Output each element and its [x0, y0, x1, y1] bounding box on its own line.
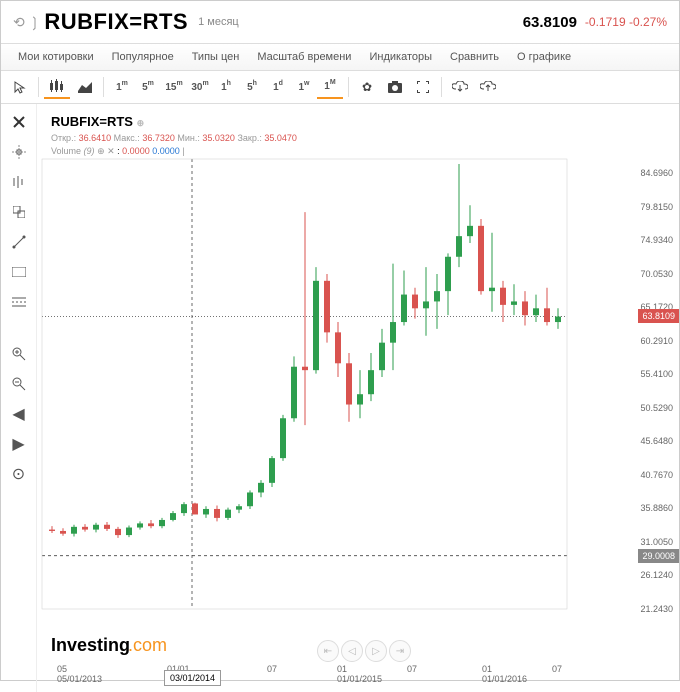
y-axis-label: 84.6960 — [640, 168, 673, 178]
current-price-tag: 63.8109 — [638, 309, 679, 323]
cloud-upload-icon[interactable] — [475, 75, 501, 99]
rect-tool[interactable] — [9, 262, 29, 282]
x-axis-label: 07 — [552, 664, 562, 674]
tab-item[interactable]: Популярное — [103, 44, 183, 70]
tab-item[interactable]: Мои котировки — [9, 44, 103, 70]
nav-next[interactable]: ▷ — [365, 640, 387, 662]
area-type[interactable] — [72, 75, 98, 99]
crosshair-tool[interactable] — [9, 142, 29, 162]
x-axis-label: 07 — [267, 664, 277, 674]
x-axis-label: 07 — [407, 664, 417, 674]
base-price-tag: 29.0008 — [638, 549, 679, 563]
investing-logo: Investing.com — [51, 635, 167, 656]
nav-buttons: ⇤ ◁ ▷ ⇥ — [317, 640, 411, 662]
period-label: 1 месяц — [198, 16, 239, 28]
y-axis-label: 31.0050 — [640, 537, 673, 547]
settings-icon[interactable]: ✿ — [354, 75, 380, 99]
refresh-icon: ⟲ ❳ — [13, 14, 40, 31]
y-axis-label: 35.8860 — [640, 503, 673, 513]
header: ⟲ ❳ RUBFIX=RTS 1 месяц 63.8109 -0.1719 -… — [1, 1, 679, 44]
y-axis-label: 50.5290 — [640, 403, 673, 413]
y-axis-label: 26.1240 — [640, 570, 673, 580]
y-axis-label: 40.7670 — [640, 470, 673, 480]
close-icon[interactable] — [9, 112, 29, 132]
cloud-download-icon[interactable] — [447, 75, 473, 99]
x-axis-label: 05/01/2013 — [57, 674, 102, 684]
timeframe-1M[interactable]: 1M — [317, 75, 343, 99]
shapes-tool[interactable] — [9, 202, 29, 222]
tab-item[interactable]: Индикаторы — [360, 44, 441, 70]
levels-tool[interactable] — [9, 292, 29, 312]
nav-last[interactable]: ⇥ — [389, 640, 411, 662]
fullscreen-icon[interactable] — [410, 75, 436, 99]
cursor-tool[interactable] — [7, 75, 33, 99]
x-axis-label: 01/01/2016 — [482, 674, 527, 684]
reset-icon[interactable]: ⊙ — [9, 464, 29, 484]
timeframe-1m[interactable]: 1m — [109, 75, 135, 99]
y-axis-label: 70.0530 — [640, 269, 673, 279]
tab-item[interactable]: Масштаб времени — [248, 44, 360, 70]
nav-first[interactable]: ⇤ — [317, 640, 339, 662]
x-axis-label: 01 — [337, 664, 347, 674]
y-axis-label: 55.4100 — [640, 369, 673, 379]
camera-icon[interactable] — [382, 75, 408, 99]
timeframe-1w[interactable]: 1w — [291, 75, 317, 99]
timeframe-1h[interactable]: 1h — [213, 75, 239, 99]
timeframe-1d[interactable]: 1d — [265, 75, 291, 99]
x-axis-label: 01/01/2015 — [337, 674, 382, 684]
last-price: 63.8109 — [523, 14, 577, 31]
tab-item[interactable]: О графике — [508, 44, 580, 70]
left-icon[interactable]: ◀ — [9, 404, 29, 424]
right-icon[interactable]: ▶ — [9, 434, 29, 454]
y-axis-label: 79.8150 — [640, 202, 673, 212]
y-axis-label: 74.9340 — [640, 235, 673, 245]
price-change: -0.1719 -0.27% — [585, 15, 667, 29]
zoom-out-icon[interactable] — [9, 374, 29, 394]
x-axis-label: 01 — [482, 664, 492, 674]
y-axis-label: 60.2910 — [640, 336, 673, 346]
timeframe-5h[interactable]: 5h — [239, 75, 265, 99]
y-axis-label: 45.6480 — [640, 436, 673, 446]
nav-prev[interactable]: ◁ — [341, 640, 363, 662]
tab-item[interactable]: Сравнить — [441, 44, 508, 70]
timeframe-30m[interactable]: 30m — [187, 75, 213, 99]
symbol-title: RUBFIX=RTS — [44, 9, 188, 35]
tab-item[interactable]: Типы цен — [183, 44, 249, 70]
toolbar: 1m5m15m30m1h5h1d1w1M ✿ — [1, 71, 679, 104]
ohlc-info: RUBFIX=RTS ⊕ Откр.: 36.6410 Макс.: 36.73… — [51, 114, 297, 157]
crosshair-date: 03/01/2014 — [164, 670, 221, 686]
timeframe-5m[interactable]: 5m — [135, 75, 161, 99]
x-axis-label: 05 — [57, 664, 67, 674]
line-tool[interactable] — [9, 232, 29, 252]
candle-type[interactable] — [44, 75, 70, 99]
menu-tabs: Мои котировкиПопулярноеТипы ценМасштаб в… — [1, 44, 679, 71]
chart-area: RUBFIX=RTS ⊕ Откр.: 36.6410 Макс.: 36.73… — [37, 104, 679, 692]
side-toolbar: ◀ ▶ ⊙ — [1, 104, 37, 692]
y-axis-label: 21.2430 — [640, 604, 673, 614]
timeframe-15m[interactable]: 15m — [161, 75, 187, 99]
zoom-in-icon[interactable] — [9, 344, 29, 364]
candlestick-chart[interactable] — [37, 104, 627, 649]
bars-tool[interactable] — [9, 172, 29, 192]
